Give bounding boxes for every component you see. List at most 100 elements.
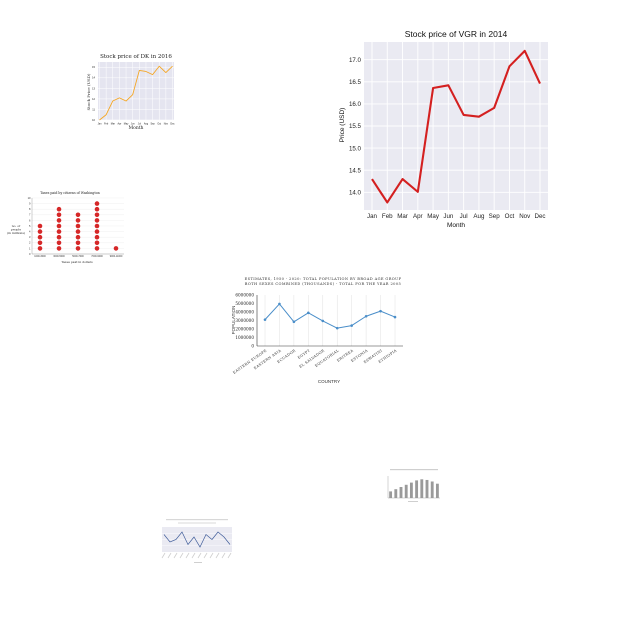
x-tick-placeholder bbox=[167, 552, 172, 559]
data-dot bbox=[113, 246, 119, 251]
y-tick-label: 16.0 bbox=[349, 101, 362, 108]
data-point bbox=[379, 309, 382, 313]
x-tick-placeholder bbox=[209, 552, 214, 559]
data-dot bbox=[75, 212, 81, 218]
y-tick-label: 2000000 bbox=[235, 326, 254, 331]
xlabel-placeholder bbox=[194, 562, 202, 563]
bar bbox=[435, 483, 439, 498]
data-dot bbox=[94, 223, 100, 229]
bar bbox=[389, 491, 393, 498]
x-tick-label: Jan bbox=[367, 213, 378, 220]
y-tick-label: 10 bbox=[92, 118, 95, 122]
data-point bbox=[278, 302, 281, 306]
x-tick-label: Feb bbox=[382, 213, 393, 220]
x-tick-label: 9000-11000 bbox=[110, 255, 123, 258]
bar bbox=[409, 482, 413, 498]
y-tick-label: 5000000 bbox=[235, 301, 254, 306]
data-dot bbox=[94, 212, 100, 218]
y-tick-label: 14 bbox=[92, 76, 95, 80]
y-tick-label: 17.0 bbox=[349, 57, 362, 64]
data-dot bbox=[94, 234, 100, 240]
y-tick-label: 14.0 bbox=[349, 189, 362, 196]
y-tick-label: 5 bbox=[29, 224, 31, 228]
y-tick-label: 0 bbox=[29, 252, 31, 256]
data-dot bbox=[75, 218, 81, 223]
data-dot bbox=[94, 206, 100, 212]
y-tick-label: 1 bbox=[29, 246, 31, 250]
data-point bbox=[292, 320, 296, 324]
dk-y-axis-label: Stock Price (USD) bbox=[86, 73, 91, 110]
x-tick-label: Sep bbox=[489, 213, 501, 220]
data-point bbox=[263, 318, 267, 321]
data-dot bbox=[56, 240, 62, 246]
data-dot bbox=[94, 246, 100, 251]
bar bbox=[404, 484, 408, 498]
x-tick-label: 7000-9000 bbox=[91, 255, 103, 258]
data-point bbox=[307, 311, 310, 315]
data-point bbox=[364, 314, 368, 318]
x-tick-label: Aug bbox=[473, 213, 485, 220]
y-tick-label: 4 bbox=[29, 230, 31, 234]
data-dot bbox=[37, 246, 43, 251]
x-tick-label: May bbox=[124, 122, 129, 125]
population-title-line-1: ESTIMATES, 1950 - 2020: TOTAL POPULATION… bbox=[245, 277, 402, 281]
x-tick-placeholder bbox=[215, 552, 220, 559]
series-line bbox=[163, 531, 231, 548]
y-tick-label: 15 bbox=[92, 65, 95, 69]
y-tick-label: 11 bbox=[92, 107, 95, 111]
x-tick-label: 1000-3000 bbox=[34, 255, 46, 258]
y-tick-label: 6000000 bbox=[235, 292, 254, 297]
x-tick-placeholder bbox=[191, 552, 196, 559]
series-line bbox=[371, 49, 541, 204]
vgr-x-axis-label: Month bbox=[447, 222, 465, 229]
data-dot bbox=[37, 229, 43, 234]
data-dot bbox=[75, 240, 81, 246]
x-tick-label: Jan bbox=[98, 122, 103, 125]
vgr-chart-title: Stock price of VGR in 2014 bbox=[405, 29, 508, 39]
plot-background bbox=[98, 62, 174, 120]
y-tick-label: 1000000 bbox=[235, 335, 254, 340]
x-tick-placeholder bbox=[179, 552, 184, 559]
y-tick-label: 4000000 bbox=[235, 309, 254, 314]
vgr-y-axis-label: Price (USD) bbox=[339, 108, 346, 143]
x-tick-label: Dec bbox=[534, 213, 545, 220]
y-tick-label: 7 bbox=[29, 213, 31, 217]
y-tick-label: 14.5 bbox=[349, 167, 362, 174]
data-dot bbox=[56, 223, 62, 229]
data-dot bbox=[37, 223, 43, 229]
y-tick-label: 3000000 bbox=[235, 318, 254, 323]
population-y-axis-label: POPULATION bbox=[231, 306, 236, 335]
data-dot bbox=[75, 223, 81, 229]
y-tick-label: 3 bbox=[29, 235, 31, 239]
y-tick-label: 6 bbox=[29, 218, 31, 222]
x-tick-label: Sep bbox=[150, 122, 155, 125]
x-tick-label: Apr bbox=[118, 122, 122, 125]
data-dot bbox=[37, 234, 43, 240]
x-tick-placeholder bbox=[161, 552, 166, 559]
series-line bbox=[264, 303, 396, 329]
x-tick-placeholder bbox=[197, 552, 202, 559]
y-tick-label: 15.5 bbox=[349, 123, 362, 130]
data-dot bbox=[56, 218, 62, 223]
x-tick-label: Jul bbox=[460, 213, 468, 220]
y-tick-label: 8 bbox=[29, 207, 31, 211]
data-point bbox=[393, 315, 397, 319]
taxes-y-axis-label: no. of people (in millions) bbox=[7, 224, 25, 235]
bar bbox=[399, 487, 403, 498]
y-tick-label: 16.5 bbox=[349, 79, 362, 86]
y-tick-label: 0 bbox=[251, 343, 254, 348]
x-tick-label: Oct bbox=[505, 213, 515, 220]
x-tick-placeholder bbox=[185, 552, 190, 559]
x-tick-label: Nov bbox=[519, 213, 531, 220]
y-tick-label: 2 bbox=[29, 241, 31, 245]
xlabel-placeholder bbox=[408, 501, 418, 502]
bar bbox=[394, 489, 398, 498]
x-tick-label: Aug bbox=[144, 122, 149, 125]
population-title-line-2: BOTH SEXES COMBINED (THOUSANDS) - TOTAL … bbox=[245, 282, 402, 286]
data-dot bbox=[56, 212, 62, 218]
x-tick-placeholder bbox=[203, 552, 208, 559]
